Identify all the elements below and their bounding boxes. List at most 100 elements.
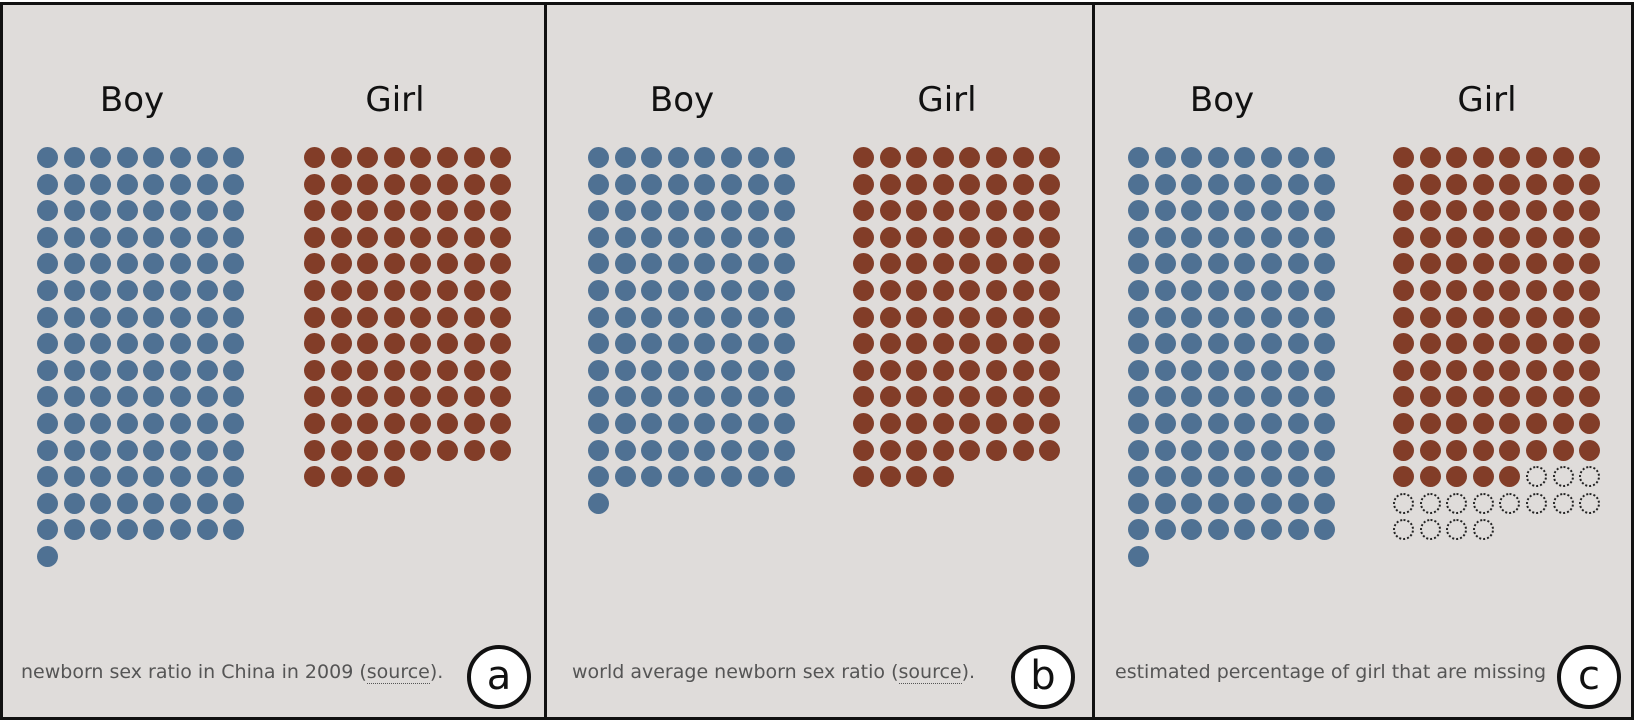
girl-dot — [959, 147, 980, 168]
girl-dot — [1393, 307, 1414, 328]
boy-dot — [1128, 413, 1149, 434]
girl-dot — [410, 333, 431, 354]
boy-dot — [1128, 307, 1149, 328]
boy-dot — [774, 333, 795, 354]
girl-dot — [357, 360, 378, 381]
boy-dot — [117, 413, 138, 434]
girl-dot — [331, 200, 352, 221]
girl-dot — [1393, 174, 1414, 195]
boy-heading: Boy — [52, 77, 212, 123]
girl-dot — [331, 440, 352, 461]
caption: newborn sex ratio in China in 2009 (sour… — [21, 659, 443, 685]
boy-dot — [668, 440, 689, 461]
source-link[interactable]: source — [367, 661, 430, 684]
girl-dot — [880, 174, 901, 195]
boy-dot — [1261, 413, 1282, 434]
girl-dot — [1473, 174, 1494, 195]
girl-dot — [304, 147, 325, 168]
boy-dot — [1288, 227, 1309, 248]
girl-dot — [1393, 466, 1414, 487]
girl-dot — [1499, 200, 1520, 221]
boy-dot — [641, 253, 662, 274]
girl-dot — [464, 147, 485, 168]
girl-dot — [1039, 307, 1060, 328]
girl-dot — [384, 413, 405, 434]
girl-dot — [1039, 440, 1060, 461]
boy-dot — [197, 174, 218, 195]
girl-dot — [1393, 253, 1414, 274]
boy-dot — [668, 227, 689, 248]
missing-girl-dot — [1579, 493, 1600, 514]
boy-dot — [748, 147, 769, 168]
boy-dot — [615, 413, 636, 434]
boy-dot — [748, 174, 769, 195]
boy-dot — [1181, 227, 1202, 248]
boy-dot — [170, 440, 191, 461]
girl-dot — [437, 147, 458, 168]
girl-dot — [959, 413, 980, 434]
boy-dot — [721, 147, 742, 168]
girl-dot — [1526, 174, 1547, 195]
girl-dot — [490, 200, 511, 221]
boy-dot — [1128, 253, 1149, 274]
panel-c: Boy Girl estimated percentage of girl th… — [1092, 2, 1634, 720]
boy-dot — [721, 440, 742, 461]
boy-dot — [170, 360, 191, 381]
boy-dot — [37, 519, 58, 540]
boy-dot — [117, 227, 138, 248]
boy-dot — [1261, 227, 1282, 248]
boy-dot — [197, 493, 218, 514]
boy-dot — [223, 174, 244, 195]
boy-dot — [694, 174, 715, 195]
boy-dot — [748, 227, 769, 248]
boy-dot — [1155, 413, 1176, 434]
boy-dot — [90, 147, 111, 168]
boy-dot — [90, 174, 111, 195]
boy-dot — [588, 200, 609, 221]
boy-dot — [1314, 466, 1335, 487]
boy-dot — [170, 519, 191, 540]
boy-dot — [694, 333, 715, 354]
boy-dot — [694, 147, 715, 168]
boy-dot — [1261, 147, 1282, 168]
boy-dot — [1314, 360, 1335, 381]
girl-dot — [933, 280, 954, 301]
girl-dot — [1393, 280, 1414, 301]
boy-dot — [668, 253, 689, 274]
boy-dot — [1128, 440, 1149, 461]
boy-heading: Boy — [602, 77, 762, 123]
girl-dot — [1446, 440, 1467, 461]
girl-dot — [1446, 333, 1467, 354]
girl-dot — [490, 386, 511, 407]
girl-dot — [1420, 413, 1441, 434]
girl-dot — [1499, 333, 1520, 354]
boy-dot — [37, 200, 58, 221]
source-link[interactable]: source — [899, 661, 962, 684]
boy-dot — [170, 386, 191, 407]
girl-dot — [1526, 147, 1547, 168]
boy-dot — [1234, 227, 1255, 248]
missing-girl-dot — [1526, 466, 1547, 487]
boy-dot — [1128, 333, 1149, 354]
boy-dot — [1128, 546, 1149, 567]
boy-dot — [1181, 280, 1202, 301]
girl-heading: Girl — [315, 77, 475, 123]
girl-dot — [490, 413, 511, 434]
panel-label-badge: b — [1011, 645, 1075, 709]
boy-dot — [90, 200, 111, 221]
boy-dot — [615, 360, 636, 381]
boy-dot — [143, 253, 164, 274]
caption-text: estimated percentage of girl that are mi… — [1115, 661, 1546, 683]
girl-dot — [986, 440, 1007, 461]
boy-dot — [37, 227, 58, 248]
boy-dot — [1128, 147, 1149, 168]
boy-dot — [748, 360, 769, 381]
boy-dot — [641, 147, 662, 168]
boy-dot — [774, 466, 795, 487]
girl-dot — [853, 386, 874, 407]
caption-tail: ). — [430, 661, 443, 683]
boy-dot — [1155, 386, 1176, 407]
boy-dot — [615, 253, 636, 274]
girl-dot — [986, 413, 1007, 434]
girl-dot — [490, 440, 511, 461]
